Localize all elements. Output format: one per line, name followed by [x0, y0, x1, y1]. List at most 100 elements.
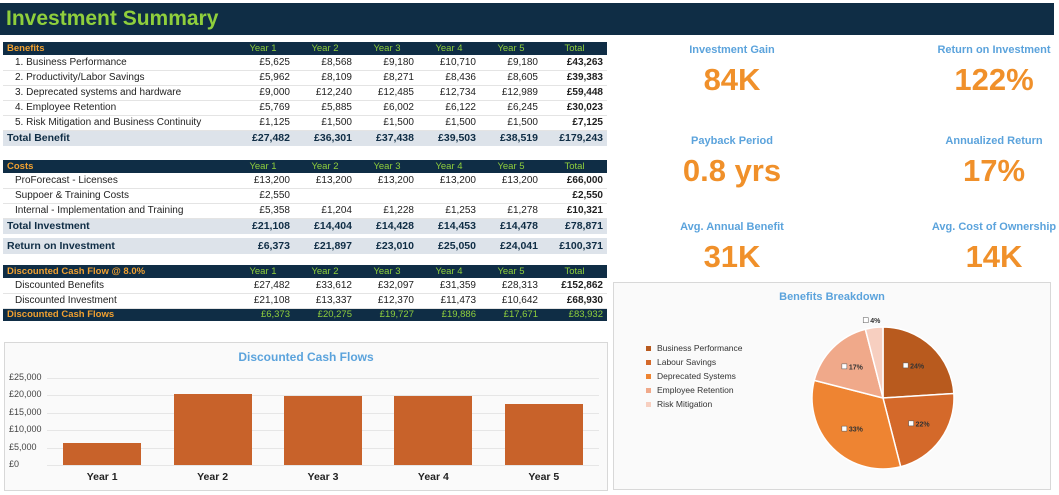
cell-value: £6,373 [232, 238, 294, 254]
pie-label-marker [902, 362, 909, 369]
year-header: Year 3 [356, 42, 418, 55]
bar-year-1 [63, 442, 142, 465]
table-row: Discounted Benefits £27,482 £33,612 £32,097… [3, 278, 607, 294]
cell-value: £14,453 [418, 218, 480, 234]
row-total: £66,000 [542, 173, 607, 189]
cell-value: £8,605 [480, 70, 542, 86]
year-header: Year 4 [418, 42, 480, 55]
cell-value: £5,358 [232, 203, 294, 219]
cell-value: £13,337 [294, 293, 356, 309]
year-header: Year 1 [232, 265, 294, 278]
cell-value: £1,500 [418, 115, 480, 131]
row-total: £78,871 [542, 218, 607, 234]
cell-value [480, 188, 542, 204]
cell-value: £14,428 [356, 218, 418, 234]
kpi-avg-annual-benefit: Avg. Annual Benefit 31K [632, 221, 832, 275]
cell-value: £10,642 [480, 293, 542, 309]
cell-value: £37,438 [356, 130, 418, 146]
section-header-row: Benefits Year 1 Year 2 Year 3 Year 4 Year 5 To… [3, 42, 607, 55]
x-category-label: Year 3 [307, 471, 339, 483]
pie-label-marker [841, 425, 848, 432]
pie-label-marker [841, 363, 848, 370]
cell-value [294, 188, 356, 204]
row-label: 4. Employee Retention [3, 100, 232, 116]
section-title: Benefits [3, 42, 232, 55]
row-label: Internal - Implementation and Training [3, 203, 232, 219]
cell-value: £8,109 [294, 70, 356, 86]
year-header: Year 1 [232, 160, 294, 173]
cell-value: £13,200 [232, 173, 294, 189]
table-row: Discounted Investment £21,108 £13,337 £12,3… [3, 293, 607, 309]
kpi-label: Avg. Cost of Ownership [931, 221, 1057, 233]
bar-year-3 [284, 396, 362, 465]
table-row: 1. Business Performance £5,625 £8,568 £9,18… [3, 55, 607, 71]
cell-value: £33,612 [294, 278, 356, 294]
row-total: £100,371 [542, 238, 607, 254]
year-header: Year 5 [480, 42, 542, 55]
kpi-label: Annualized Return [945, 135, 1043, 147]
x-category-label: Year 5 [528, 471, 560, 483]
row-label: 2. Productivity/Labor Savings [3, 70, 232, 86]
pie-data-label: 33% [849, 427, 864, 434]
row-label: 1. Business Performance [3, 55, 232, 71]
roi-table: Return on Investment £6,373 £21,897 £23,010… [3, 238, 607, 254]
row-total: £179,243 [542, 130, 607, 146]
legend-swatch [646, 359, 651, 365]
row-label: Discounted Cash Flows [3, 308, 232, 321]
kpi-label: Return on Investment [937, 44, 1051, 56]
y-tick-label: £5,000 [9, 441, 37, 452]
row-label: Suppoer & Training Costs [3, 188, 232, 204]
legend-item: Labour Savings [646, 355, 743, 369]
row-label: Total Benefit [3, 130, 232, 146]
cell-value: £9,000 [232, 85, 294, 101]
cell-value: £8,271 [356, 70, 418, 86]
legend-label: Deprecated Systems [657, 371, 736, 381]
section-title: Discounted Cash Flow @ 8.0% [3, 265, 232, 278]
pie-slice-employee-retention [813, 328, 885, 400]
row-total: £152,862 [542, 278, 607, 294]
cell-value: £1,125 [232, 115, 294, 131]
cell-value: £19,886 [418, 308, 480, 321]
kpi-value: 31K [703, 239, 761, 274]
cell-value: £6,122 [418, 100, 480, 116]
cell-value: £27,482 [232, 130, 294, 146]
cell-value: £17,671 [480, 308, 542, 321]
row-total: £2,550 [542, 188, 607, 204]
cell-value: £20,275 [294, 308, 356, 321]
chart-title: Benefits Breakdown [779, 291, 885, 303]
cell-value: £21,108 [232, 218, 294, 234]
total-row: Total Investment £21,108 £14,404 £14,428 £14… [3, 218, 607, 234]
benefits-pie-chart: Benefits Breakdown Business Performance L… [613, 282, 1051, 490]
legend-item: Risk Mitigation [646, 397, 743, 411]
costs-table: Costs Year 1 Year 2 Year 3 Year 4 Year 5 Total… [3, 160, 607, 234]
total-row: Total Benefit £27,482 £36,301 £37,438 £39,50… [3, 130, 607, 146]
total-header: Total [542, 265, 607, 278]
cell-value: £6,373 [232, 308, 294, 321]
year-header: Year 2 [294, 42, 356, 55]
cell-value: £12,370 [356, 293, 418, 309]
title-bar: Investment Summary [0, 3, 1054, 35]
year-header: Year 1 [232, 42, 294, 55]
pie-slice-business-performance [882, 326, 955, 399]
table-row: 5. Risk Mitigation and Business Continui… [3, 115, 607, 131]
cell-value: £2,550 [232, 188, 294, 204]
row-total: £30,023 [542, 100, 607, 116]
pie-data-label: 24% [910, 363, 925, 370]
kpi-payback-period: Payback Period 0.8 yrs [632, 135, 832, 189]
kpi-return-on-investment: Return on Investment 122% [894, 44, 1059, 98]
pie-legend: Business Performance Labour Savings Deprec… [646, 341, 743, 411]
row-total: £83,932 [542, 308, 607, 321]
cell-value: £12,240 [294, 85, 356, 101]
table-row: 4. Employee Retention £5,769 £5,885 £6,002 £… [3, 100, 607, 116]
cell-value: £5,962 [232, 70, 294, 86]
legend-swatch [646, 373, 651, 379]
pie-label-marker [908, 420, 914, 427]
kpi-value: 0.8 yrs [682, 153, 782, 188]
pie-slice-deprecated-systems [811, 379, 902, 470]
table-row: ProForecast - Licenses £13,200 £13,200 £13,… [3, 173, 607, 189]
table-row: Internal - Implementation and Training £5… [3, 203, 607, 219]
kpi-investment-gain: Investment Gain 84K [632, 44, 832, 98]
legend-label: Risk Mitigation [657, 399, 713, 409]
cell-value: £13,200 [356, 173, 418, 189]
